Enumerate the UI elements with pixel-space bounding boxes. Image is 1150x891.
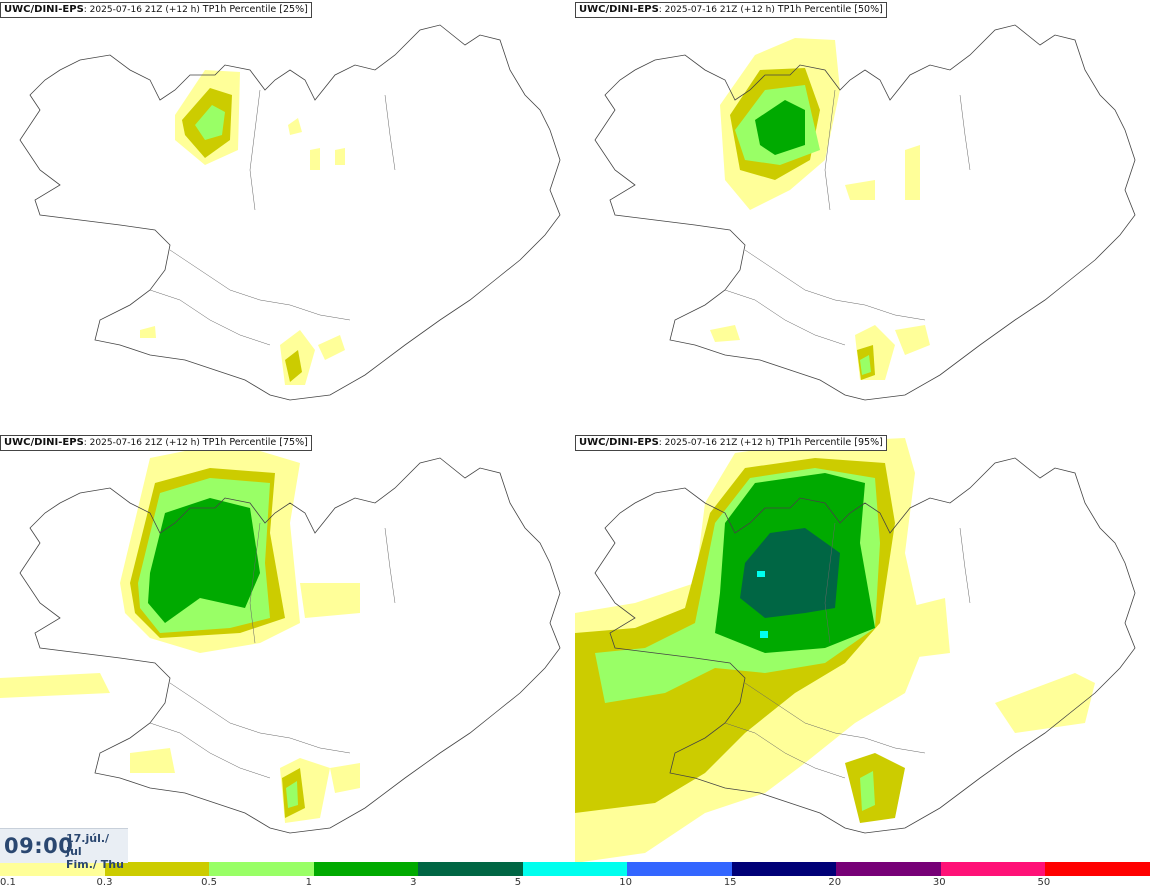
valid-date: 17.júl./ Jul Fim./ Thu bbox=[66, 832, 128, 871]
valid-time-box: 09:00 17.júl./ Jul Fim./ Thu bbox=[0, 828, 128, 871]
precip-overlay bbox=[0, 448, 360, 823]
legend-swatch bbox=[731, 862, 837, 876]
parameter-label: TP1h Percentile [25%] bbox=[202, 4, 308, 15]
legend-bar bbox=[0, 862, 1150, 876]
legend-label: 30 bbox=[932, 877, 946, 888]
legend-swatch bbox=[836, 862, 941, 876]
iceland-map bbox=[594, 24, 1136, 401]
valid-date-line2: Fim./ Thu bbox=[66, 858, 124, 871]
map-panel-p75: UWC/DINI-EPS: 2025-07-16 21Z (+12 h) TP1… bbox=[0, 433, 575, 863]
rivers-roads bbox=[149, 522, 396, 779]
rivers-roads bbox=[724, 522, 971, 779]
panel-header: UWC/DINI-EPS: 2025-07-16 21Z (+12 h) TP1… bbox=[575, 2, 887, 18]
iceland-coastline bbox=[594, 24, 1136, 401]
precip-overlay bbox=[575, 438, 1095, 863]
legend-label: 5 bbox=[514, 877, 522, 888]
legend-label: 15 bbox=[723, 877, 737, 888]
iceland-coastline bbox=[19, 457, 561, 834]
legend-swatch bbox=[627, 862, 732, 876]
legend-swatch bbox=[104, 862, 210, 876]
parameter-label: TP1h Percentile [50%] bbox=[777, 4, 883, 15]
iceland-map bbox=[19, 24, 561, 401]
model-name: UWC/DINI-EPS bbox=[4, 437, 84, 448]
legend-label: 0.5 bbox=[201, 877, 217, 888]
iceland-map bbox=[0, 448, 561, 834]
legend-swatch bbox=[418, 862, 523, 876]
iceland-map bbox=[575, 438, 1136, 863]
rivers-roads bbox=[149, 89, 396, 346]
legend-label: 10 bbox=[619, 877, 632, 888]
map-panel-p50: UWC/DINI-EPS: 2025-07-16 21Z (+12 h) TP1… bbox=[575, 0, 1150, 430]
parameter-label: TP1h Percentile [95%] bbox=[777, 437, 883, 448]
panel-header: UWC/DINI-EPS: 2025-07-16 21Z (+12 h) TP1… bbox=[575, 435, 887, 451]
color-legend: 0.1 0.3 0.5 1 3 5 10 15 20 30 50 bbox=[0, 862, 1150, 891]
parameter-label: TP1h Percentile [75%] bbox=[202, 437, 308, 448]
rivers-roads bbox=[724, 89, 971, 346]
map-panel-p25: UWC/DINI-EPS: 2025-07-16 21Z (+12 h) TP1… bbox=[0, 0, 575, 430]
legend-swatch bbox=[313, 862, 419, 876]
model-name: UWC/DINI-EPS bbox=[579, 4, 659, 15]
run-info: 2025-07-16 21Z (+12 h) bbox=[664, 438, 775, 448]
legend-label: 20 bbox=[828, 877, 842, 888]
legend-swatch bbox=[209, 862, 314, 876]
legend-swatch bbox=[940, 862, 1046, 876]
map-panel-p95: UWC/DINI-EPS: 2025-07-16 21Z (+12 h) TP1… bbox=[575, 433, 1150, 863]
run-info: 2025-07-16 21Z (+12 h) bbox=[664, 5, 775, 15]
legend-label: 0.1 bbox=[0, 877, 16, 888]
precip-overlay bbox=[710, 38, 930, 380]
legend-swatch bbox=[1045, 862, 1150, 876]
legend-swatch bbox=[522, 862, 628, 876]
valid-time: 09:00 bbox=[4, 834, 74, 858]
iceland-coastline bbox=[594, 457, 1136, 834]
model-name: UWC/DINI-EPS bbox=[4, 4, 84, 15]
legend-label: 0.3 bbox=[96, 877, 113, 888]
precip-overlay bbox=[140, 70, 345, 385]
panel-header: UWC/DINI-EPS: 2025-07-16 21Z (+12 h) TP1… bbox=[0, 435, 312, 451]
iceland-coastline bbox=[19, 24, 561, 401]
run-info: 2025-07-16 21Z (+12 h) bbox=[89, 5, 200, 15]
run-info: 2025-07-16 21Z (+12 h) bbox=[89, 438, 200, 448]
legend-label: 1 bbox=[305, 877, 312, 888]
panel-header: UWC/DINI-EPS: 2025-07-16 21Z (+12 h) TP1… bbox=[0, 2, 312, 18]
model-name: UWC/DINI-EPS bbox=[579, 437, 659, 448]
valid-date-line1: 17.júl./ Jul bbox=[66, 832, 110, 858]
legend-label: 50 bbox=[1037, 877, 1051, 888]
legend-label: 3 bbox=[410, 877, 417, 888]
legend-swatch bbox=[0, 862, 105, 876]
